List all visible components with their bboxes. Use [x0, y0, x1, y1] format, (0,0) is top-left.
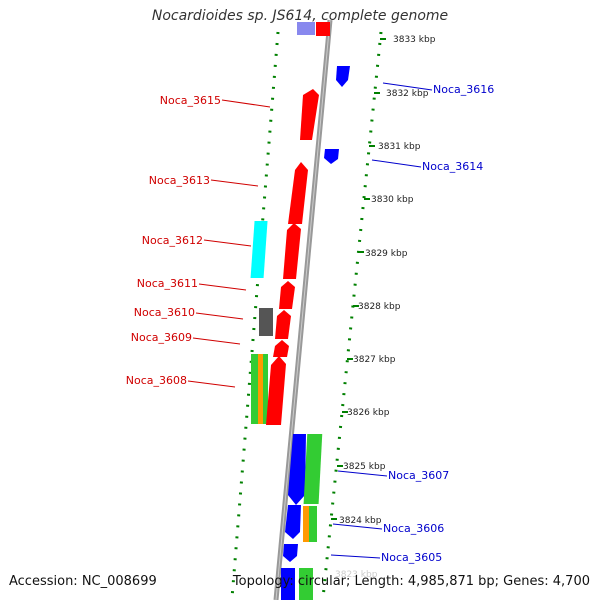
scale-label: 3831 kbp	[378, 142, 421, 152]
map-title: Nocardioides sp. JS614, complete genome	[151, 8, 449, 24]
gene-label-noca-3605[interactable]: Noca_3605	[381, 551, 442, 564]
accession-text: Accession: NC_008699	[9, 574, 157, 589]
gene-label-noca-3615[interactable]: Noca_3615	[160, 94, 221, 107]
scale-label: 3826 kbp	[347, 408, 390, 418]
right-ruler	[321, 31, 383, 599]
gene-feature-noca-3613[interactable]	[288, 162, 308, 224]
gene-feature-noca-3611[interactable]	[279, 281, 295, 309]
gene-label-noca-3613[interactable]: Noca_3613	[149, 174, 210, 187]
scale-labels: 3833 kbp 3832 kbp 3831 kbp 3830 kbp 3829…	[331, 35, 436, 580]
scale-label: 3832 kbp	[386, 89, 429, 99]
gene-feature-noca-3615[interactable]	[300, 89, 319, 140]
gene-feature-noca-3609[interactable]	[273, 340, 289, 357]
gene-label-noca-3608[interactable]: Noca_3608	[126, 374, 187, 387]
gene-feature-top-partial[interactable]	[297, 22, 330, 36]
gene-label-noca-3607[interactable]: Noca_3607	[388, 469, 449, 482]
scale-label: 3823 kbp	[335, 570, 378, 580]
scale-label: 3827 kbp	[353, 355, 396, 365]
genome-summary-text: Topology: circular; Length: 4,985,871 bp…	[232, 574, 590, 589]
forward-gene-labels: Noca_3615 Noca_3613 Noca_3612 Noca_3611 …	[126, 94, 271, 388]
gene-feature-noca-3612-cyan[interactable]	[250, 221, 268, 278]
gene-feature-noca-3610[interactable]	[275, 310, 291, 339]
scale-label: 3825 kbp	[343, 462, 386, 472]
gene-feature-noca-3605[interactable]	[283, 544, 298, 562]
scale-label: 3824 kbp	[339, 516, 382, 526]
gene-feature-noca-3612[interactable]	[283, 223, 301, 279]
gene-feature-noca-3608-green[interactable]	[251, 354, 268, 424]
reverse-gene-labels: Noca_3616 Noca_3614 Noca_3607 Noca_3606 …	[330, 82, 494, 564]
gene-label-noca-3610[interactable]: Noca_3610	[134, 306, 195, 319]
left-ruler	[230, 31, 280, 599]
gene-feature-noca-3606[interactable]	[285, 505, 317, 542]
gene-feature-noca-3607[interactable]	[288, 434, 323, 505]
gene-feature-bottom-partial[interactable]	[281, 568, 313, 600]
gene-label-noca-3606[interactable]: Noca_3606	[383, 522, 444, 535]
gene-label-noca-3609[interactable]: Noca_3609	[131, 331, 192, 344]
gene-feature-noca-3616[interactable]	[336, 66, 350, 87]
gene-label-noca-3616[interactable]: Noca_3616	[433, 83, 494, 96]
gene-label-noca-3611[interactable]: Noca_3611	[137, 277, 198, 290]
gene-feature-noca-3610-gray[interactable]	[259, 308, 273, 336]
scale-label: 3830 kbp	[371, 195, 414, 205]
gene-label-noca-3612[interactable]: Noca_3612	[142, 234, 203, 247]
scale-label: 3828 kbp	[358, 302, 401, 312]
scale-label: 3829 kbp	[365, 249, 408, 259]
gene-label-noca-3614[interactable]: Noca_3614	[422, 160, 483, 173]
scale-label: 3833 kbp	[393, 35, 436, 45]
gene-feature-noca-3608[interactable]	[266, 356, 286, 425]
gene-feature-noca-3614[interactable]	[324, 149, 339, 164]
